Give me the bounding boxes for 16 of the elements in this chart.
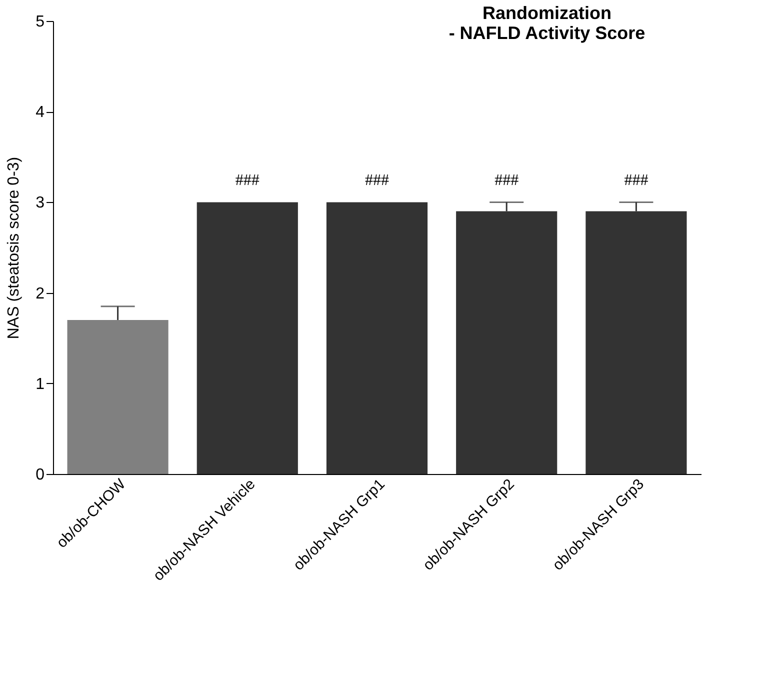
text: - NAFLD Activity Score (448, 23, 646, 43)
annotation: ### (494, 172, 519, 190)
annotation: ### (235, 172, 260, 190)
y-tick-label: 1 (36, 376, 45, 393)
y-axis-title: NAS (steatosis score 0-3) (6, 156, 23, 340)
y-tick-label: 3 (36, 194, 45, 212)
y-tick-label: 4 (36, 104, 45, 122)
text: Randomization (482, 3, 612, 23)
annotation: ### (365, 172, 389, 190)
bar (196, 202, 298, 474)
y-tick-label: 5 (36, 14, 45, 30)
y-tick-label: 2 (36, 285, 45, 302)
bar (67, 320, 168, 474)
annotation: ### (624, 172, 648, 190)
y-tick-label: 0 (36, 466, 45, 484)
bar (326, 202, 428, 474)
